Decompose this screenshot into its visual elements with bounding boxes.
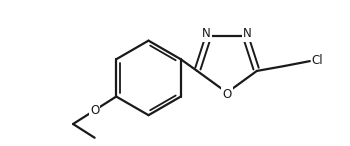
Text: O: O	[90, 104, 99, 117]
Text: N: N	[243, 27, 252, 40]
Text: O: O	[222, 88, 232, 101]
Text: Cl: Cl	[312, 54, 323, 67]
Text: N: N	[202, 27, 211, 40]
